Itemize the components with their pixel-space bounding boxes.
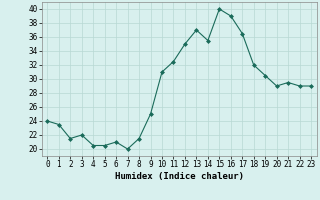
X-axis label: Humidex (Indice chaleur): Humidex (Indice chaleur) <box>115 172 244 181</box>
